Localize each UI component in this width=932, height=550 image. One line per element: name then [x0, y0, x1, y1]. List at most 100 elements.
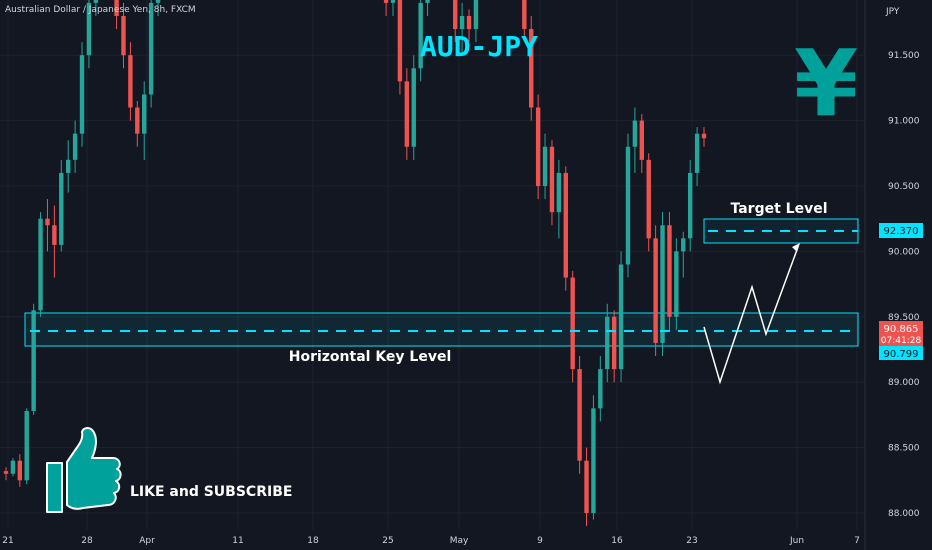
candle-body [114, 0, 119, 16]
candle-body [549, 146, 555, 213]
price-axis: JPY 95.50095.00094.50094.00093.50093.000… [864, 0, 932, 550]
thumbs-up-icon [46, 427, 122, 513]
candle-body [570, 277, 575, 370]
time-tick-label: Jun [789, 536, 804, 546]
time-tick-label: 21 [2, 536, 13, 546]
candle-body [79, 55, 85, 134]
currency-label: JPY [885, 7, 900, 17]
candle-body [31, 310, 36, 411]
candle-body [121, 15, 126, 56]
candle-body [93, 0, 99, 3]
candles-group [3, 0, 707, 527]
candle-body [3, 471, 9, 474]
candle-body [639, 120, 645, 160]
price-ticks: 95.50095.00094.50094.00093.50093.00092.5… [888, 51, 920, 519]
price-axis-background [865, 0, 932, 550]
price-tick-label: 90.500 [888, 182, 920, 192]
candle-body [65, 159, 71, 173]
candle-body [556, 172, 562, 213]
candle-body [529, 29, 534, 108]
candle-body [632, 120, 638, 147]
candle-body [584, 460, 589, 513]
current-price-tag-text: 90.865 [884, 324, 919, 335]
candle-body [563, 172, 568, 278]
candle-body [128, 55, 133, 108]
candle-body [397, 0, 403, 82]
projection-zigzag [703, 246, 799, 385]
candle-body [618, 264, 624, 370]
candle-body [411, 68, 416, 147]
time-tick-label: 28 [81, 536, 93, 546]
candle-body [453, 0, 458, 30]
candle-body [45, 218, 50, 226]
candle-body [24, 410, 29, 481]
candle-body [135, 107, 140, 134]
time-tick-label: May [450, 536, 469, 546]
candle-body [390, 0, 396, 3]
candle-body [38, 218, 43, 311]
price-tick-label: 88.000 [888, 509, 920, 519]
price-tick-label: 91.000 [888, 117, 920, 127]
candle-body [148, 2, 154, 95]
candle-body [466, 15, 472, 30]
candle-body [418, 2, 423, 69]
key-price-tag [879, 346, 923, 360]
candle-body [535, 107, 541, 186]
symbol-info: Australian Dollar / Japanese Yen, 8h, FX… [5, 5, 196, 15]
candle-body [10, 460, 16, 474]
candle-body [660, 225, 665, 343]
candle-body [52, 225, 57, 245]
candle-body [598, 369, 603, 409]
time-tick-label: 23 [686, 536, 697, 546]
bar-countdown: 07:41:28 [881, 336, 922, 346]
key-price-tag-text: 90.799 [884, 349, 919, 360]
candle-body [425, 0, 430, 3]
price-tick-label: 89.500 [888, 313, 920, 323]
candle-body [17, 460, 23, 481]
target-price-tag [879, 223, 923, 238]
grid-lines [0, 0, 865, 530]
price-tick-label: 88.500 [888, 444, 920, 454]
candle-body [577, 369, 582, 461]
candle-body [605, 316, 610, 370]
candle-body [59, 172, 64, 245]
time-tick-label: 7 [854, 536, 860, 546]
main-title: AUD-JPY [420, 30, 538, 63]
candle-body [591, 408, 596, 513]
time-tick-label: 18 [307, 536, 319, 546]
candle-body [611, 316, 617, 370]
time-tick-label: 11 [232, 536, 243, 546]
candle-body [667, 225, 672, 317]
time-tick-label: Apr [139, 536, 155, 546]
projection-arrow-head [792, 243, 800, 252]
candle-body [473, 0, 479, 30]
time-tick-label: 25 [382, 536, 393, 546]
candle-body [653, 238, 658, 343]
candle-body [542, 146, 548, 186]
candle-body [687, 172, 693, 239]
candle-body [404, 81, 410, 147]
current-price-tag [879, 321, 923, 346]
yen-icon: ¥ [794, 30, 858, 137]
price-tick-label: 89.000 [888, 378, 920, 388]
target-level-label: Target Level [730, 201, 827, 217]
candle-body [86, 2, 92, 56]
candle-body [142, 94, 147, 134]
candle-body [701, 133, 707, 139]
candle-body [155, 0, 161, 3]
time-tick-label: 9 [537, 536, 543, 546]
like-subscribe-text: LIKE and SUBSCRIBE [130, 484, 292, 500]
candle-body [383, 0, 389, 3]
candle-body [522, 0, 527, 30]
candle-body [681, 238, 686, 252]
projection-path [703, 243, 800, 385]
price-tick-label: 91.500 [888, 51, 920, 61]
time-tick-label: 16 [611, 536, 623, 546]
candle-body [459, 15, 465, 30]
key-level-label: Horizontal Key Level [289, 349, 452, 365]
candle-body [72, 133, 78, 160]
candle-body [646, 159, 651, 239]
